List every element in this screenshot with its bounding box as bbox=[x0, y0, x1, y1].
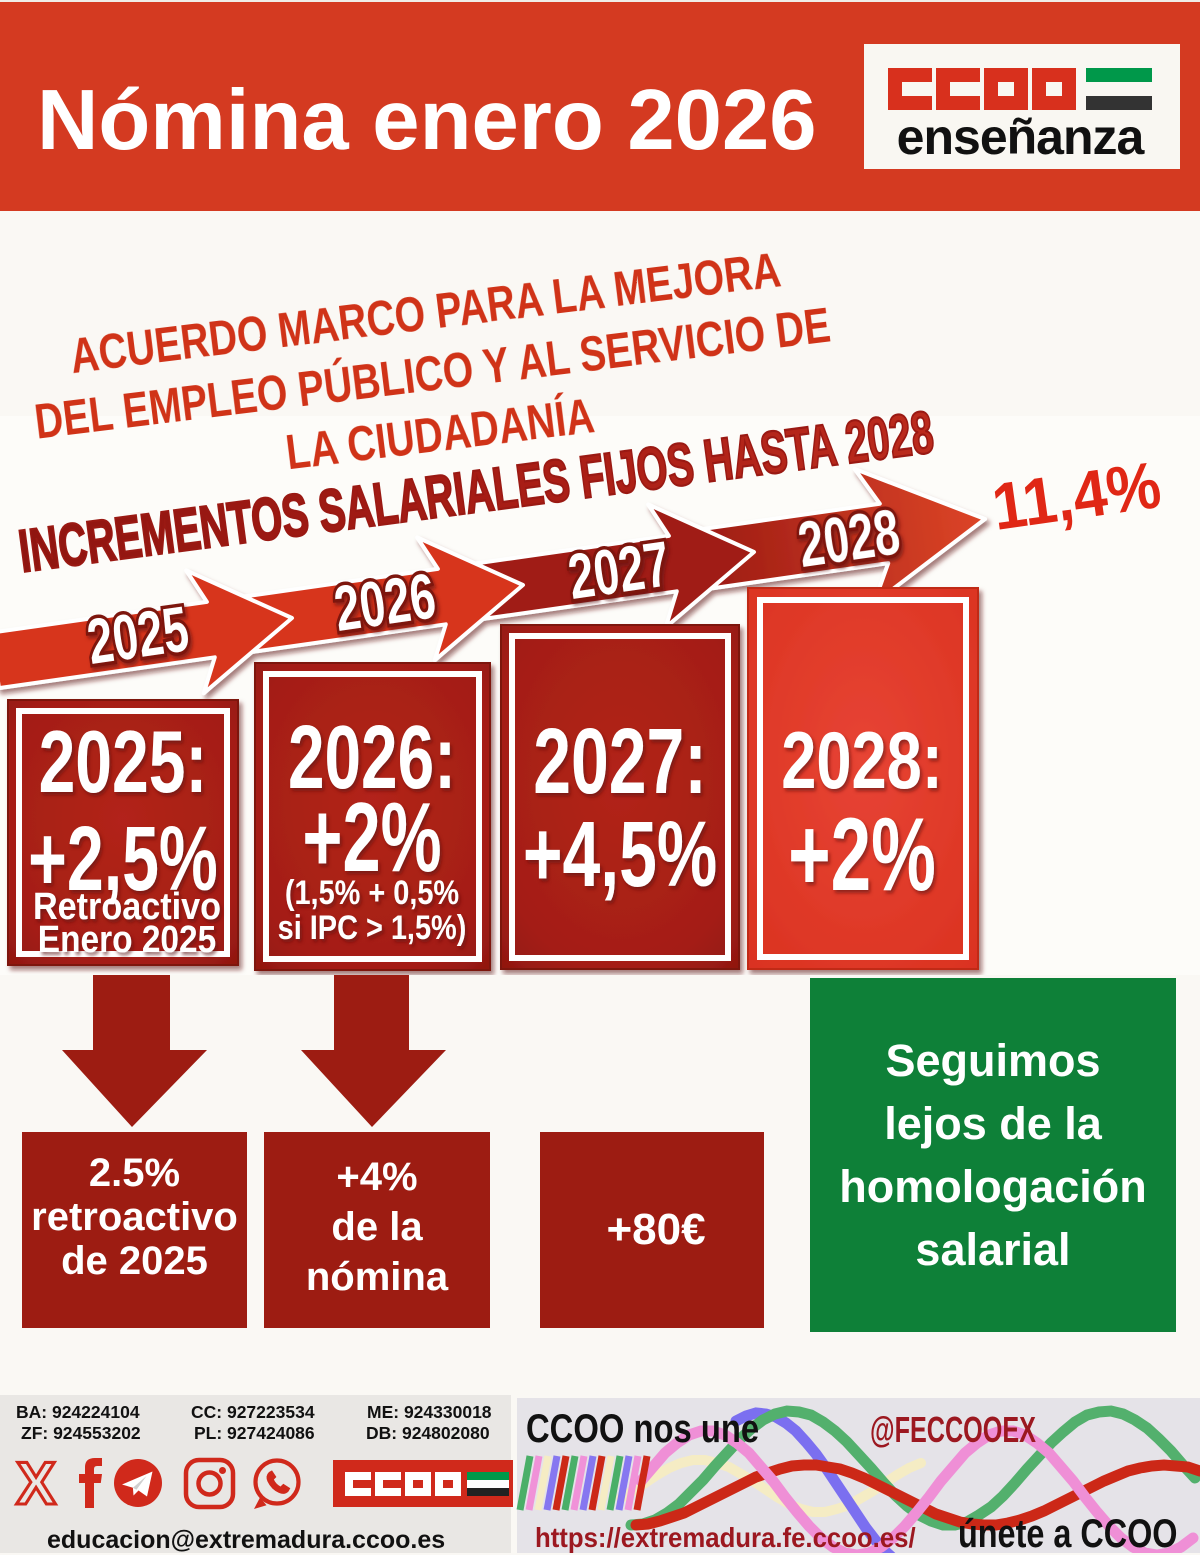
svg-text:(1,5% + 0,5%: (1,5% + 0,5% bbox=[285, 873, 459, 912]
svg-text:+2,5%: +2,5% bbox=[28, 806, 218, 909]
svg-text:2025: 2025 bbox=[83, 593, 193, 678]
svg-text:X: X bbox=[16, 1450, 56, 1512]
svg-text:2026:: 2026: bbox=[288, 707, 456, 808]
svg-text:2027: 2027 bbox=[564, 528, 674, 613]
svg-text:únete a CCOO: únete a CCOO bbox=[958, 1511, 1178, 1553]
svg-text:enseñanza: enseñanza bbox=[897, 109, 1146, 165]
svg-text:CCOO nos une: CCOO nos une bbox=[526, 1406, 759, 1451]
svg-text:2025:: 2025: bbox=[39, 714, 208, 811]
svg-text:2028:: 2028: bbox=[781, 716, 943, 806]
svg-text:+2%: +2% bbox=[788, 797, 936, 913]
svg-text:2028: 2028 bbox=[794, 496, 904, 581]
svg-text:2027:: 2027: bbox=[533, 710, 707, 814]
svg-text:si IPC > 1,5%): si IPC > 1,5%) bbox=[278, 908, 467, 947]
svg-text:+4,5%: +4,5% bbox=[523, 803, 717, 907]
svg-text:2026: 2026 bbox=[330, 560, 440, 645]
svg-text:Retroactivo: Retroactivo bbox=[33, 884, 221, 927]
svg-text:@FECCOOEX: @FECCOOEX bbox=[870, 1410, 1036, 1451]
svg-text:Enero 2025: Enero 2025 bbox=[38, 918, 216, 960]
svg-text:+2%: +2% bbox=[302, 782, 441, 892]
svg-text:https://extremadura.fe.ccoo.es: https://extremadura.fe.ccoo.es/ bbox=[535, 1522, 916, 1553]
